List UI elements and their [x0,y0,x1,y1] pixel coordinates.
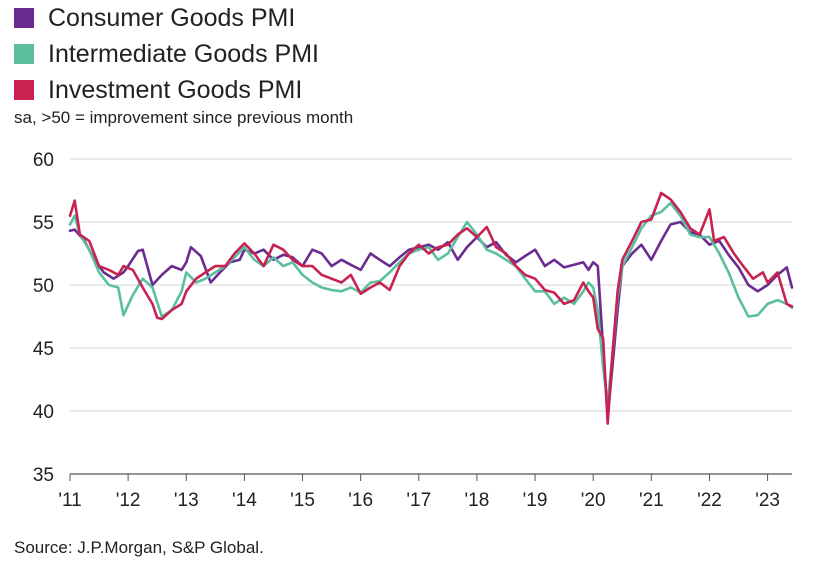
source-note: Source: J.P.Morgan, S&P Global. [14,538,264,557]
legend-item-investment: Investment Goods PMI [14,72,319,108]
x-tick-label-8: '19 [523,490,548,511]
y-tick-label-60: 60 [33,150,54,171]
y-tick-label-45: 45 [33,339,54,360]
x-tick-label-7: '18 [465,490,490,511]
legend-item-consumer: Consumer Goods PMI [14,0,319,36]
x-tick-label-5: '16 [348,490,373,511]
x-tick-label-0: '11 [58,490,81,511]
series-line-1 [68,201,794,406]
x-tick-label-9: '20 [581,490,606,511]
legend-swatch-consumer [14,8,34,28]
x-tick-label-11: '22 [697,490,722,511]
y-tick-label-40: 40 [33,402,54,423]
series-line-0 [68,220,794,419]
legend-swatch-investment [14,80,34,100]
x-tick-label-2: '13 [174,490,199,511]
legend-label-intermediate: Intermediate Goods PMI [48,39,319,68]
x-tick-label-1: '12 [116,490,141,511]
chart-subtitle: sa, >50 = improvement since previous mon… [14,108,354,127]
legend-swatch-intermediate [14,44,34,64]
y-tick-label-35: 35 [33,465,54,486]
legend-label-consumer: Consumer Goods PMI [48,3,296,32]
x-tick-label-4: '15 [290,490,315,511]
y-tick-label-55: 55 [33,213,54,234]
legend: Consumer Goods PMI Intermediate Goods PM… [14,0,319,108]
legend-item-intermediate: Intermediate Goods PMI [14,36,319,72]
series-line-2 [68,191,794,425]
y-tick-label-50: 50 [33,276,54,297]
x-tick-label-3: '14 [232,490,257,511]
x-tick-label-12: '23 [755,490,780,511]
x-tick-label-10: '21 [639,490,664,511]
legend-label-investment: Investment Goods PMI [48,75,303,104]
x-tick-label-6: '17 [406,490,431,511]
